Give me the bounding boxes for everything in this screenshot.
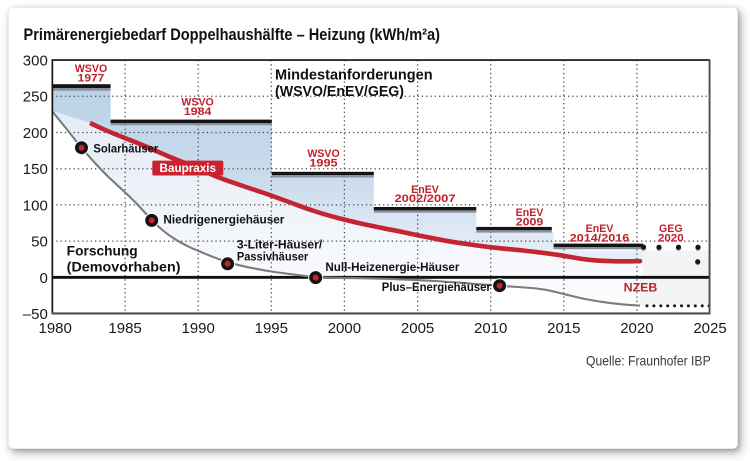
svg-text:250: 250 bbox=[23, 89, 48, 106]
svg-text:200: 200 bbox=[23, 125, 48, 142]
svg-text:WSVO: WSVO bbox=[181, 96, 213, 108]
svg-text:100: 100 bbox=[23, 197, 48, 214]
svg-text:EnEV: EnEV bbox=[516, 207, 544, 219]
svg-text:0: 0 bbox=[39, 270, 47, 287]
svg-text:3-Liter-Häuser/: 3-Liter-Häuser/ bbox=[237, 237, 323, 251]
svg-text:WSVO: WSVO bbox=[75, 63, 107, 75]
svg-text:1985: 1985 bbox=[108, 320, 141, 337]
svg-text:2000: 2000 bbox=[328, 320, 361, 337]
svg-text:NZEB: NZEB bbox=[624, 280, 658, 294]
svg-text:2020: 2020 bbox=[658, 233, 684, 245]
svg-text:300: 300 bbox=[23, 52, 48, 69]
svg-text:2010: 2010 bbox=[474, 320, 507, 337]
svg-text:Niedrigenergiehäuser: Niedrigenergiehäuser bbox=[163, 212, 284, 226]
svg-text:2005: 2005 bbox=[401, 320, 434, 337]
svg-text:150: 150 bbox=[23, 161, 48, 178]
svg-text:EnEV: EnEV bbox=[586, 223, 614, 235]
svg-text:2025: 2025 bbox=[693, 320, 726, 337]
svg-text:Passivhäuser: Passivhäuser bbox=[237, 249, 309, 263]
svg-text:1984: 1984 bbox=[184, 106, 212, 118]
svg-text:Forschung: Forschung bbox=[67, 243, 138, 258]
svg-text:GEG: GEG bbox=[659, 223, 683, 235]
svg-text:1977: 1977 bbox=[78, 73, 105, 85]
svg-text:1995: 1995 bbox=[255, 320, 288, 337]
svg-text:(WSVO/EnEV/GEG): (WSVO/EnEV/GEG) bbox=[275, 83, 404, 100]
svg-text:1980: 1980 bbox=[39, 320, 72, 337]
svg-text:Null-Heizenergie-Häuser: Null-Heizenergie-Häuser bbox=[325, 260, 459, 274]
svg-text:2015: 2015 bbox=[547, 320, 580, 337]
svg-text:2002/2007: 2002/2007 bbox=[395, 193, 456, 205]
svg-text:EnEV: EnEV bbox=[411, 184, 439, 196]
svg-text:Quelle: Fraunhofer IBP: Quelle: Fraunhofer IBP bbox=[586, 354, 711, 369]
svg-text:2020: 2020 bbox=[620, 320, 653, 337]
svg-text:WSVO: WSVO bbox=[307, 148, 339, 160]
svg-text:Plus–Energiehäuser: Plus–Energiehäuser bbox=[382, 280, 491, 294]
svg-text:Solarhäuser: Solarhäuser bbox=[93, 141, 158, 155]
svg-text:Primärenergiebedarf Doppelhaus: Primärenergiebedarf Doppelhaushälfte – H… bbox=[24, 26, 441, 44]
svg-text:Baupraxis: Baupraxis bbox=[160, 161, 217, 175]
svg-text:2009: 2009 bbox=[516, 217, 544, 229]
svg-text:2014/2016: 2014/2016 bbox=[570, 233, 630, 245]
svg-text:50: 50 bbox=[31, 234, 48, 251]
svg-text:–50: –50 bbox=[23, 306, 48, 323]
svg-text:1990: 1990 bbox=[182, 320, 215, 337]
svg-text:Mindestanforderungen: Mindestanforderungen bbox=[275, 67, 433, 84]
svg-text:1995: 1995 bbox=[309, 157, 337, 169]
svg-text:(Demovorhaben): (Demovorhaben) bbox=[67, 259, 181, 274]
